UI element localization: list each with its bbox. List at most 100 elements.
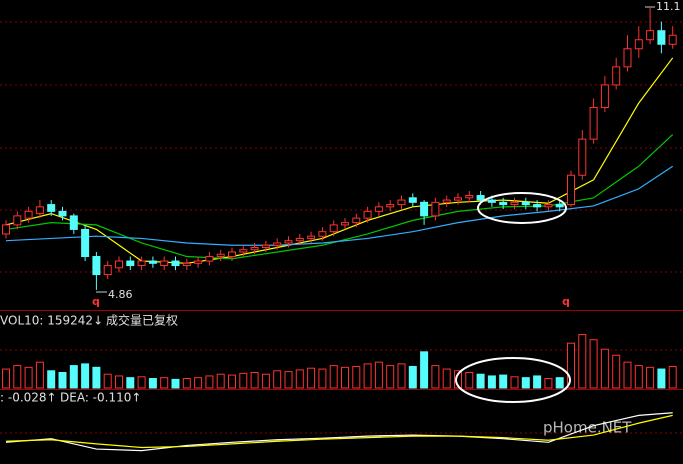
candle-body — [465, 195, 474, 199]
candle-body — [103, 265, 112, 276]
volume-bar — [228, 374, 236, 389]
volume-bar — [341, 366, 349, 389]
volume-bar — [476, 373, 485, 389]
volume-bar — [273, 370, 282, 389]
candle-body — [92, 256, 101, 276]
volume-bar — [352, 365, 361, 389]
volume-bar — [103, 373, 112, 389]
volume-bar — [487, 375, 496, 389]
volume-bar — [555, 377, 564, 389]
candle-body — [58, 210, 67, 217]
volume-bar — [69, 365, 78, 389]
volume-bar — [544, 378, 553, 389]
candle-body — [273, 242, 282, 246]
volume-bar — [567, 342, 575, 389]
candle-body — [13, 215, 22, 226]
candle-body — [115, 260, 123, 269]
volume-bar — [600, 348, 609, 389]
volume-bar — [612, 354, 621, 389]
volume-bar — [250, 371, 259, 389]
volume-bar — [408, 365, 417, 389]
line — [5, 57, 674, 264]
candle-body — [47, 204, 56, 212]
volume-bar — [35, 361, 44, 389]
candle-body — [307, 235, 316, 239]
volume-bar — [239, 372, 248, 389]
candle-body — [318, 231, 327, 237]
volume-bar — [13, 365, 22, 389]
candle-body — [239, 249, 248, 253]
macd-header: : -0.028↑ — [0, 391, 57, 405]
highlight-ellipse — [477, 192, 567, 224]
candle-body — [81, 228, 90, 258]
volume-bar — [578, 334, 587, 389]
volume-bar — [442, 368, 451, 389]
candle-body — [657, 30, 666, 45]
candle-body — [228, 251, 236, 258]
volume-bar — [431, 365, 440, 389]
candle-body — [442, 199, 451, 203]
volume-bar — [126, 377, 135, 389]
line — [5, 414, 673, 449]
volume-bar — [160, 377, 169, 389]
volume-bar — [47, 370, 56, 389]
candle-body — [510, 201, 519, 206]
candle-body — [250, 246, 259, 251]
candle-body — [194, 260, 203, 264]
candle-body — [363, 210, 372, 219]
candle-body — [295, 237, 304, 242]
candle-body — [408, 197, 417, 203]
candle-body — [454, 197, 462, 201]
volume-bar — [2, 368, 10, 389]
candle-body — [24, 210, 33, 219]
volume-header: VOL10: 159242↓ — [0, 314, 103, 328]
volume-bar — [261, 373, 270, 389]
volume-bar — [521, 377, 530, 389]
candle-body — [476, 195, 485, 201]
dea-header: DEA: -0.110↑ — [60, 391, 141, 405]
volume-bar — [115, 375, 123, 389]
volume-bar — [295, 369, 304, 389]
volume-bar — [397, 363, 406, 389]
candle-body — [567, 174, 575, 206]
volume-bar — [374, 361, 383, 389]
candle-body — [499, 201, 508, 206]
candle-body — [623, 48, 632, 68]
line — [5, 165, 674, 246]
candle-body — [329, 224, 338, 233]
candle-body — [555, 204, 564, 208]
volume-bar — [171, 378, 180, 389]
candle-body — [261, 244, 270, 248]
candle-body — [646, 30, 655, 41]
volume-bar — [623, 361, 632, 389]
candle-body — [420, 201, 429, 217]
candle-body — [126, 260, 135, 267]
volume-bar — [284, 371, 293, 389]
volume-bar — [24, 366, 33, 389]
volume-bar — [329, 365, 338, 389]
candle-body — [521, 201, 530, 206]
candle-body — [374, 206, 383, 212]
low-label: 4.86 — [108, 288, 133, 301]
volume-bar — [137, 376, 146, 389]
candle-body — [386, 204, 395, 208]
candle-body — [668, 34, 677, 45]
volume-bar — [58, 371, 67, 389]
volume-bar — [363, 363, 372, 389]
volume-bar — [510, 376, 519, 389]
candle-body — [137, 260, 146, 267]
candle-body — [589, 106, 598, 140]
candle-body — [2, 224, 10, 235]
volume-bar — [81, 363, 90, 389]
volume-bar — [194, 377, 203, 389]
volume-bar — [668, 365, 677, 389]
candle-body — [216, 253, 225, 258]
candle-body — [35, 206, 44, 215]
candle-body — [171, 260, 180, 267]
volume-note: 成交量已复权 — [106, 313, 178, 328]
volume-bar — [92, 366, 101, 389]
candle-body — [612, 66, 621, 86]
candle-body — [431, 201, 440, 217]
candle-body — [69, 215, 78, 230]
